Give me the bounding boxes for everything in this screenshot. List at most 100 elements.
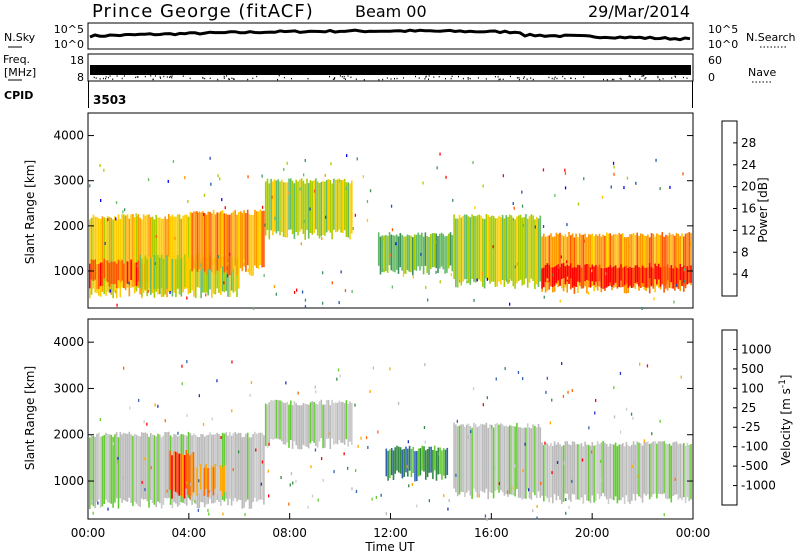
heatmap-cell <box>225 256 227 291</box>
heatmap-cell <box>620 264 622 281</box>
heatmap-cell <box>596 441 599 494</box>
heatmap-cell <box>528 427 531 499</box>
heatmap-cell <box>157 255 159 289</box>
heatmap-point <box>416 504 418 508</box>
heatmap-point <box>99 164 101 167</box>
heatmap-point <box>682 172 684 176</box>
heatmap-cell <box>539 215 542 282</box>
heatmap-point <box>268 494 270 498</box>
heatmap-cell <box>144 255 147 290</box>
heatmap-cell <box>212 209 215 266</box>
heatmap-cell <box>600 236 603 293</box>
heatmap-point <box>307 214 310 218</box>
heatmap-cell <box>517 427 520 498</box>
heatmap-cell <box>221 432 224 500</box>
heatmap-point <box>264 223 266 227</box>
heatmap-cell <box>99 262 102 287</box>
heatmap-point <box>208 489 210 493</box>
heatmap-cell <box>584 264 586 282</box>
heatmap-cell <box>645 236 647 291</box>
heatmap-cell <box>135 262 138 286</box>
heatmap-cell <box>207 468 209 497</box>
heatmap-cell <box>313 402 315 443</box>
heatmap-cell <box>439 447 441 475</box>
heatmap-point <box>190 482 192 486</box>
heatmap-point <box>549 421 551 425</box>
heatmap-cell <box>469 217 472 285</box>
heatmap-cell <box>575 267 577 287</box>
heatmap-cell <box>623 446 626 505</box>
nave-tick <box>154 75 156 77</box>
heatmap-point <box>436 240 438 244</box>
heatmap-cell <box>322 181 324 235</box>
heatmap-cell <box>291 180 294 235</box>
heatmap-cell <box>394 447 396 474</box>
heatmap-cell <box>238 432 240 500</box>
heatmap-cell <box>379 236 382 275</box>
heatmap-cell <box>324 181 326 236</box>
heatmap-cell <box>425 450 427 480</box>
heatmap-cell <box>622 267 624 288</box>
nave-tick <box>343 77 345 80</box>
heatmap-cell <box>437 236 439 274</box>
colorbar-tick-label: 100 <box>741 381 764 395</box>
nave-tick <box>675 76 677 78</box>
noise-left-label: N.Sky <box>4 31 36 44</box>
y-tick-label: 3000 <box>53 174 84 188</box>
heatmap-cell <box>162 259 165 297</box>
heatmap-cell <box>114 434 116 503</box>
heatmap-cell <box>236 433 238 502</box>
heatmap-cell <box>516 422 518 490</box>
heatmap-point <box>122 210 124 214</box>
heatmap-cell <box>266 178 269 230</box>
heatmap-point <box>338 179 341 183</box>
heatmap-cell <box>541 236 543 292</box>
heatmap-cell <box>392 235 394 272</box>
heatmap-cell <box>686 266 689 285</box>
heatmap-point <box>513 206 515 210</box>
nave-tick <box>620 78 622 80</box>
heatmap-point <box>646 364 649 368</box>
heatmap-cell <box>467 423 470 491</box>
nave-tick <box>477 77 479 79</box>
heatmap-cell <box>347 404 349 447</box>
heatmap-point <box>296 288 298 292</box>
heatmap-point <box>231 496 233 500</box>
heatmap-cell <box>148 214 150 288</box>
heatmap-cell <box>613 234 615 288</box>
heatmap-cell <box>638 235 640 291</box>
heatmap-cell <box>290 400 292 440</box>
colorbar-tick-label: 16 <box>741 202 756 216</box>
nave-tick <box>485 78 487 80</box>
nave-tick <box>228 78 230 80</box>
heatmap-cell <box>446 447 449 475</box>
heatmap-cell <box>430 446 432 473</box>
heatmap-cell <box>385 448 388 477</box>
heatmap-cell <box>636 232 638 285</box>
heatmap-cell <box>405 446 407 473</box>
station-title: Prince George (fitACF) <box>92 1 314 22</box>
heatmap-point <box>301 290 304 294</box>
heatmap-cell <box>229 432 231 499</box>
heatmap-point <box>297 391 299 395</box>
heatmap-point <box>351 290 353 293</box>
heatmap-cell <box>252 215 254 276</box>
heatmap-cell <box>605 232 608 284</box>
heatmap-cell <box>169 450 171 490</box>
nave-tick <box>564 77 566 80</box>
heatmap-cell <box>115 219 118 299</box>
heatmap-cell <box>534 219 536 289</box>
heatmap-cell <box>645 267 647 288</box>
heatmap-point <box>244 513 246 517</box>
heatmap-cell <box>552 446 554 504</box>
heatmap-point <box>303 173 305 177</box>
heatmap-point <box>314 385 316 389</box>
nave-tick <box>223 75 225 78</box>
heatmap-cell <box>200 212 202 271</box>
heatmap-cell <box>124 215 127 291</box>
heatmap-cell <box>252 434 254 503</box>
heatmap-cell <box>609 265 611 283</box>
heatmap-cell <box>616 268 619 289</box>
heatmap-cell <box>300 178 303 230</box>
heatmap-point <box>196 211 198 215</box>
